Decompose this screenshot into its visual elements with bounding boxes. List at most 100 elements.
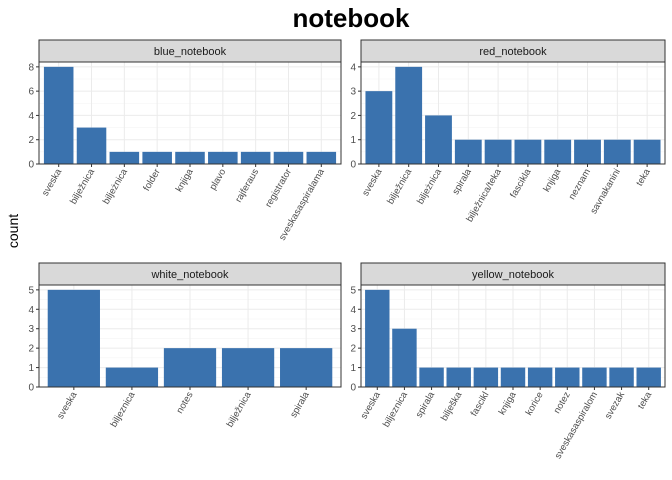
x-tick-label: biljeznica	[108, 389, 137, 429]
x-tick-label: sveska	[40, 166, 65, 198]
bar-notes	[163, 348, 217, 387]
facet-strip	[38, 262, 342, 286]
y-tick-label: 1	[350, 363, 356, 374]
bar-fascikl	[473, 367, 499, 387]
x-tick-label: rajferaus	[233, 167, 261, 205]
y-tick-label: 4	[28, 111, 34, 122]
y-tick-label: 4	[350, 305, 356, 316]
x-tick-label: teka	[634, 166, 653, 188]
x-tick-label: registrator	[263, 167, 294, 210]
x-tick-label: biljeznica	[381, 389, 410, 429]
bar-sveska	[365, 91, 393, 164]
bar-bilježnica	[76, 127, 107, 164]
y-tick-label: 1	[350, 135, 356, 146]
y-axis-label: count	[5, 214, 21, 248]
bar-spirala	[280, 348, 333, 387]
facet-strip-label: red_notebook	[479, 46, 547, 58]
y-tick-label: 2	[28, 344, 34, 355]
x-tick-label: korice	[524, 390, 546, 417]
y-tick-label: 6	[28, 87, 34, 98]
bar-biljeżnica	[109, 151, 140, 164]
bar-svezak	[609, 367, 634, 387]
bar-biljeznica	[392, 328, 417, 387]
x-tick-label: folder	[141, 167, 162, 193]
bar-knjiga	[544, 139, 572, 164]
bar-bilježnica	[221, 348, 275, 387]
bar-sveska	[47, 289, 100, 387]
x-tick-label: sveska	[360, 166, 385, 198]
bar-biljeznica	[105, 367, 159, 387]
facet-strip-label: blue_notebook	[154, 46, 227, 58]
x-tick-label: knjiga	[497, 389, 519, 417]
bar-teka	[633, 139, 661, 164]
bar-neznam	[574, 139, 601, 164]
facet-panel-blue_notebook: blue_notebook 0 2 4 6 8 sveska bilježnica biljeż…	[28, 39, 342, 242]
chart-title: notebook	[293, 3, 411, 33]
x-tick-label: spirala	[414, 389, 438, 419]
facet-panel-red_notebook: red_notebook 0 1 2 3 4 sveska bilježnica biljeżn…	[350, 39, 666, 224]
bar-spirala	[419, 367, 444, 387]
bar-knjiga	[500, 367, 526, 387]
x-tick-label: spirala	[288, 389, 312, 419]
y-tick-label: 0	[28, 383, 34, 394]
x-tick-label: bilježnica	[385, 166, 414, 206]
bar-fascikla	[514, 139, 542, 164]
y-tick-label: 8	[28, 62, 34, 73]
x-tick-label: savnakanini	[588, 167, 623, 216]
bar-biljeżnica	[425, 115, 452, 164]
x-tick-label: bilježnica	[68, 166, 97, 206]
y-tick-label: 3	[350, 324, 356, 335]
x-tick-label: teka	[636, 389, 655, 411]
x-tick-label: sveska	[55, 389, 80, 421]
y-tick-label: 0	[28, 160, 34, 171]
x-tick-label: notes	[174, 390, 195, 416]
facet-strip-label: yellow_notebook	[472, 269, 554, 281]
y-tick-label: 2	[28, 135, 34, 146]
x-tick-label: bilješka	[439, 389, 465, 423]
bar-registrator	[273, 151, 304, 164]
x-tick-label: fascikla	[508, 166, 534, 200]
y-tick-label: 0	[350, 383, 356, 394]
x-tick-label: notez	[552, 390, 573, 416]
bar-sveska	[365, 289, 390, 387]
y-tick-label: 3	[28, 324, 34, 335]
y-tick-label: 5	[350, 285, 356, 296]
facet-panel-white_notebook: white_notebook 0 1 2 3 4 5 sveska biljeznica note…	[28, 262, 342, 429]
bar-plavo	[208, 151, 238, 164]
bar-korice	[527, 367, 553, 387]
y-tick-label: 5	[28, 285, 34, 296]
facet-strip	[360, 39, 666, 63]
bar-savnakanini	[603, 139, 631, 164]
y-tick-label: 2	[350, 111, 356, 122]
y-tick-label: 1	[28, 363, 34, 374]
bar-sveskasaspiralom	[582, 367, 607, 387]
y-tick-label: 4	[28, 305, 34, 316]
x-tick-label: svezak	[603, 390, 627, 421]
facet-strip	[38, 39, 342, 63]
x-tick-label: plavo	[208, 167, 229, 192]
x-tick-label: knjiga	[174, 166, 196, 194]
x-tick-label: sveska	[359, 389, 384, 421]
bar-knjiga	[175, 151, 205, 164]
bar-rajferaus	[240, 151, 271, 164]
x-tick-label: fascikl	[469, 390, 492, 418]
x-tick-label: biljeżnica	[101, 166, 130, 206]
x-tick-label: biljeżnica	[415, 166, 444, 206]
y-tick-label: 0	[350, 160, 356, 171]
x-tick-label: neznam	[567, 167, 593, 202]
x-tick-label: bilježnica	[225, 389, 254, 429]
x-tick-label: knjiga	[541, 166, 563, 194]
bar-folder	[142, 151, 172, 164]
bar-sveskasaspiralama	[306, 151, 337, 164]
bar-spirala	[454, 139, 482, 164]
bar-bilježnica/teka	[484, 139, 512, 164]
bar-teka	[636, 367, 661, 387]
bar-bilješka	[446, 367, 471, 387]
y-tick-label: 4	[350, 62, 356, 73]
x-tick-label: spirala	[450, 166, 474, 196]
y-tick-label: 3	[350, 87, 356, 98]
bar-bilježnica	[395, 66, 423, 164]
